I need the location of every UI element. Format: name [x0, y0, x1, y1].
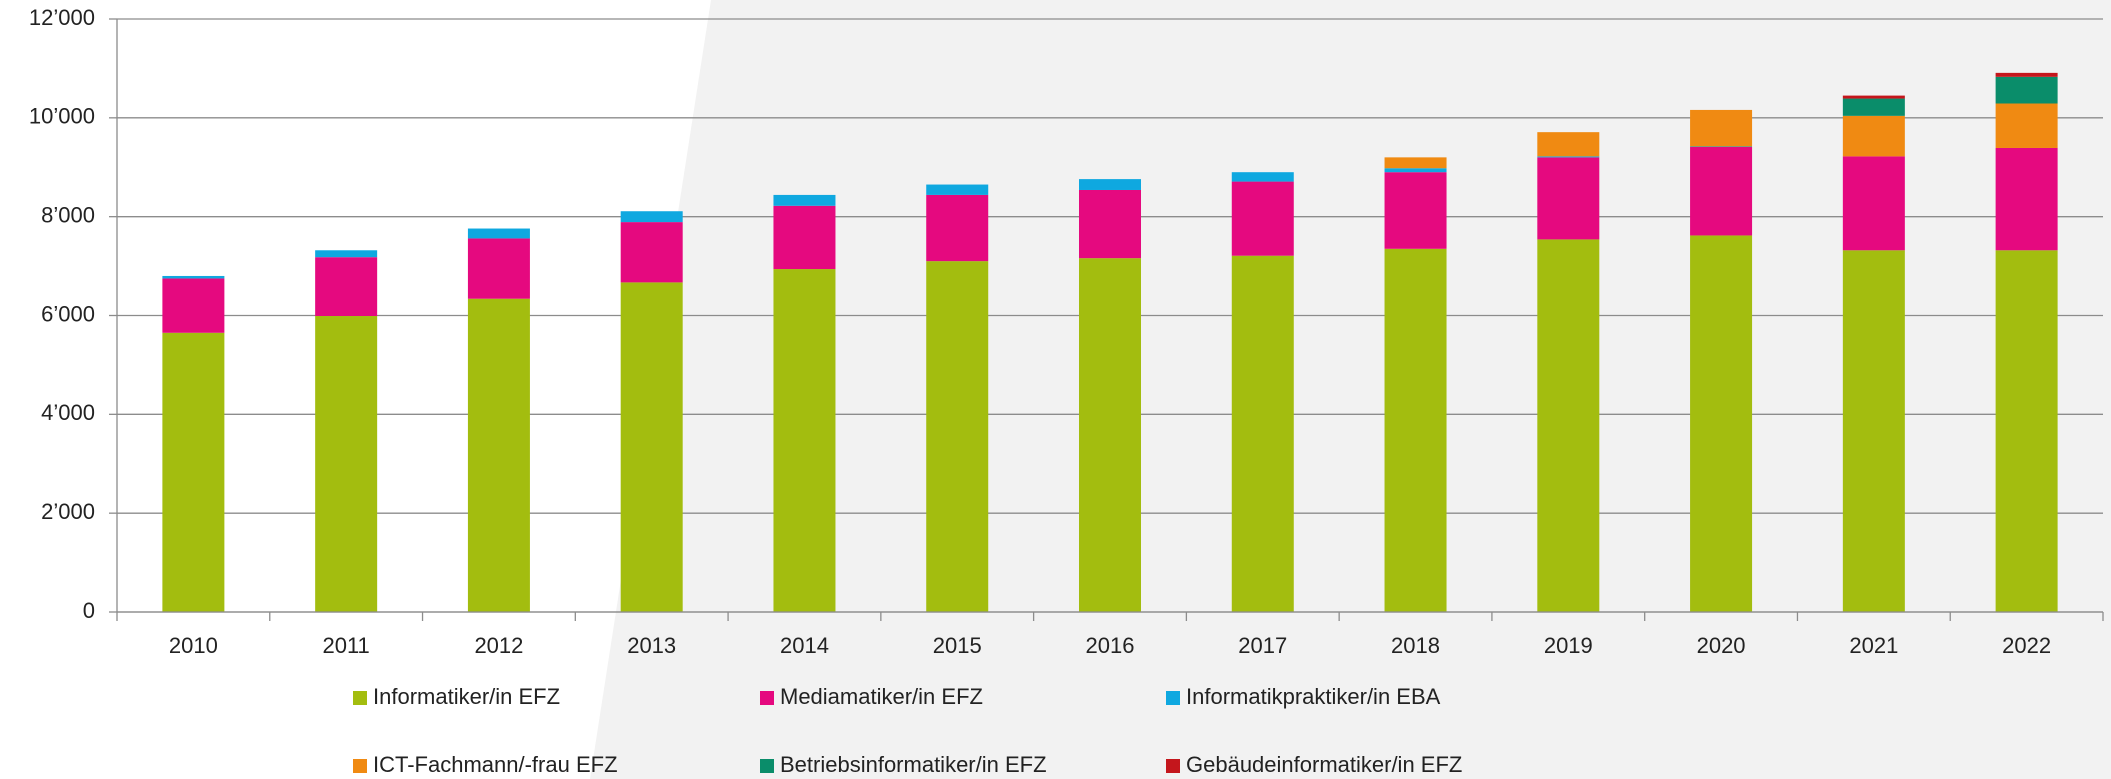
bar-segment [1995, 76, 2058, 104]
bar-segment [467, 238, 530, 299]
bar-segment [926, 194, 989, 262]
bar-segment [620, 222, 683, 283]
bar-segment [1079, 179, 1141, 190]
bar-segment [315, 315, 378, 612]
bar-segment [926, 261, 989, 612]
legend-label: Betriebsinformatiker/in EFZ [780, 752, 1047, 777]
x-tick-label: 2011 [322, 633, 369, 658]
bar-segment [1231, 255, 1294, 613]
bar-segment [315, 250, 378, 258]
y-tick-label: 0 [83, 598, 95, 623]
legend-label: Gebäudeinformatiker/in EFZ [1186, 752, 1462, 777]
legend-swatch [1166, 691, 1180, 705]
x-tick-label: 2016 [1086, 633, 1135, 658]
legend-label: Informatikpraktiker/in EBA [1186, 684, 1441, 709]
legend-swatch [353, 691, 367, 705]
bar-segment [1690, 146, 1753, 236]
bar-segment [773, 194, 836, 206]
bar-segment [1995, 72, 2058, 77]
bar-segment [1537, 132, 1600, 157]
y-tick-label: 8’000 [41, 202, 95, 227]
y-tick-label: 2’000 [41, 499, 95, 524]
bar-segment [1231, 181, 1294, 256]
bar-segment [162, 278, 225, 333]
bar-segment [1842, 95, 1905, 99]
y-tick-label: 12’000 [29, 5, 95, 30]
bar-segment [1995, 103, 2058, 148]
bar-segment [162, 275, 225, 279]
legend-swatch [760, 691, 774, 705]
legend-swatch [1166, 759, 1180, 773]
bar-segment [1231, 172, 1294, 182]
x-tick-label: 2017 [1238, 633, 1287, 658]
bar-segment [620, 282, 683, 612]
y-tick-label: 4’000 [41, 400, 95, 425]
x-tick-label: 2018 [1391, 633, 1440, 658]
bar-segment [1079, 189, 1141, 259]
bar-segment [467, 298, 530, 612]
bar-segment [1384, 172, 1447, 249]
legend-label: Mediamatiker/in EFZ [780, 684, 983, 709]
bar-segment [926, 184, 989, 195]
x-tick-label: 2013 [627, 633, 676, 658]
bar-segment [1537, 156, 1600, 158]
bar-segment [1079, 258, 1141, 612]
legend-label: ICT-Fachmann/-frau EFZ [373, 752, 618, 777]
bar-segment [467, 228, 530, 239]
bar-segment [773, 269, 836, 612]
bar-segment [162, 332, 225, 612]
x-tick-label: 2015 [933, 633, 982, 658]
x-tick-label: 2010 [169, 633, 218, 658]
x-tick-label: 2019 [1544, 633, 1593, 658]
bar-segment [1842, 98, 1905, 116]
bar-segment [1842, 250, 1905, 612]
bar-segment [1842, 156, 1905, 251]
legend-swatch [760, 759, 774, 773]
x-tick-label: 2021 [1849, 633, 1898, 658]
bar-segment [773, 205, 836, 270]
bar-segment [1537, 239, 1600, 613]
bar-segment [1384, 248, 1447, 612]
bar-segment [1842, 115, 1905, 157]
x-tick-label: 2012 [474, 633, 523, 658]
x-tick-label: 2014 [780, 633, 829, 658]
x-tick-label: 2022 [2002, 633, 2051, 658]
bar-segment [1690, 109, 1753, 147]
bar-segment [1690, 235, 1753, 612]
y-tick-label: 6’000 [41, 301, 95, 326]
bar-segment [1995, 147, 2058, 251]
legend-swatch [353, 759, 367, 773]
bar-segment [1995, 250, 2058, 612]
x-tick-label: 2020 [1697, 633, 1746, 658]
bar-segment [1384, 168, 1447, 173]
legend-label: Informatiker/in EFZ [373, 684, 560, 709]
y-tick-label: 10’000 [29, 104, 95, 129]
bar-segment [1537, 157, 1600, 240]
bar-segment [315, 257, 378, 316]
bar-segment [1384, 157, 1447, 169]
bar-segment [620, 211, 683, 223]
